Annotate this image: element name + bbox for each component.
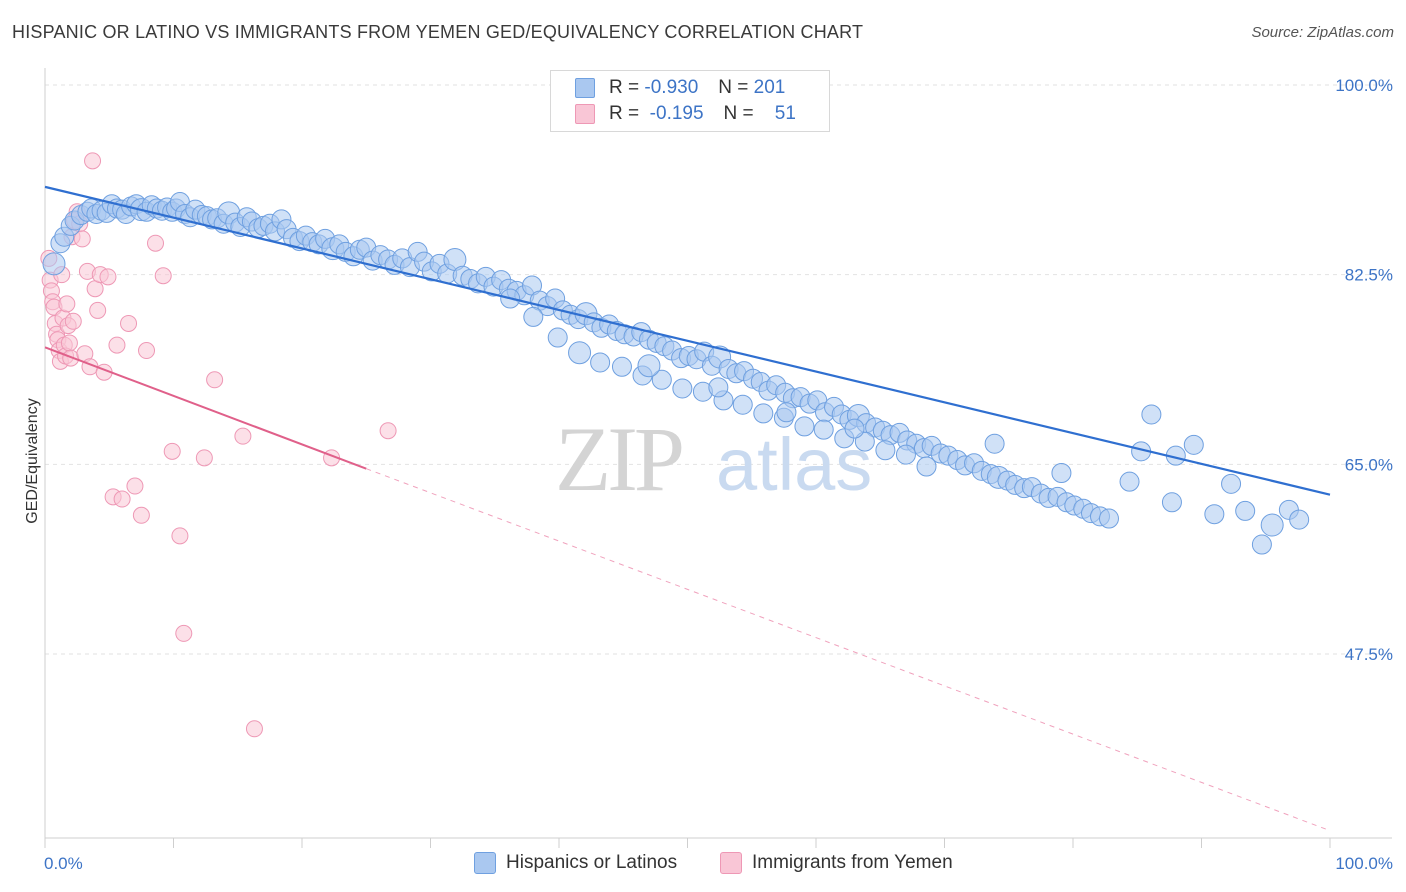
- data-point-yemen: [58, 295, 76, 313]
- data-point-hispanic: [1098, 508, 1119, 529]
- data-point-hispanic: [1260, 513, 1284, 537]
- data-point-yemen: [175, 624, 193, 642]
- data-point-hispanic: [1119, 471, 1140, 492]
- data-point-yemen: [245, 720, 263, 738]
- bottom-legend-hispanic[interactable]: Hispanics or Latinos: [474, 852, 677, 874]
- data-point-yemen: [60, 334, 78, 352]
- data-point-hispanic: [753, 403, 774, 424]
- y-axis-label: GED/Equivalency: [24, 398, 41, 523]
- data-point-hispanic: [875, 440, 896, 461]
- legend-row-yemen: R = -0.195 N = 51: [575, 102, 796, 126]
- data-point-hispanic: [1051, 463, 1072, 484]
- y-tick-label: 47.5%: [1345, 645, 1393, 664]
- gridlines: [45, 84, 1392, 655]
- bottom-legend-label-hispanic: Hispanics or Latinos: [506, 852, 678, 873]
- data-point-yemen: [113, 490, 131, 508]
- data-point-yemen: [195, 449, 213, 467]
- data-point-yemen: [171, 527, 189, 545]
- data-point-hispanic: [708, 377, 729, 398]
- data-point-hispanic: [1251, 534, 1272, 555]
- legend-swatch-hispanic: [575, 78, 595, 98]
- data-point-yemen: [138, 342, 156, 360]
- source-label: Source: ZipAtlas.com: [1251, 24, 1394, 41]
- legend-swatch-yemen: [575, 104, 595, 124]
- data-point-hispanic: [984, 433, 1005, 454]
- legend-r-label: R =: [609, 77, 640, 98]
- legend-n-label: N =: [718, 77, 749, 98]
- trend-line-hispanic: [44, 185, 1331, 496]
- x-tick-label: 100.0%: [1335, 854, 1393, 873]
- data-point-hispanic: [895, 444, 916, 465]
- data-point-yemen: [126, 477, 144, 495]
- legend-n-value: 51: [774, 103, 796, 124]
- data-point-hispanic: [637, 354, 661, 378]
- legend-row-hispanic: R = -0.930 N = 201: [575, 76, 785, 100]
- data-point-hispanic: [523, 306, 544, 327]
- data-point-yemen: [120, 314, 138, 332]
- data-point-hispanic: [916, 456, 937, 477]
- data-point-hispanic: [42, 252, 66, 276]
- bottom-legend-swatch-hispanic: [474, 852, 496, 874]
- data-point-yemen: [379, 422, 397, 440]
- data-point-yemen: [108, 336, 126, 354]
- legend-r-value: -0.195: [649, 103, 704, 124]
- data-point-yemen: [99, 268, 117, 286]
- legend-r-label: R =: [609, 103, 640, 124]
- trend-lines: [44, 185, 1331, 832]
- legend-r-value: -0.930: [644, 77, 699, 98]
- bottom-legend-label-yemen: Immigrants from Yemen: [752, 852, 953, 873]
- axes: [44, 68, 1392, 848]
- data-point-hispanic: [611, 356, 632, 377]
- legend-n-value: 201: [753, 77, 786, 98]
- data-point-hispanic: [1235, 500, 1256, 521]
- series-hispanic-points: [42, 192, 1310, 555]
- data-point-yemen: [132, 506, 150, 524]
- y-tick-label: 65.0%: [1345, 455, 1393, 474]
- data-point-yemen: [64, 312, 82, 330]
- data-point-hispanic: [794, 416, 815, 437]
- data-point-hispanic: [568, 341, 592, 365]
- x-tick-label: 0.0%: [44, 854, 83, 873]
- data-point-hispanic: [732, 394, 753, 415]
- y-tick-label: 82.5%: [1345, 266, 1393, 285]
- tick-labels: 47.5% 65.0% 82.5% 100.0% 0.0% 100.0%: [44, 76, 1393, 873]
- data-point-hispanic: [813, 419, 834, 440]
- data-point-yemen: [73, 230, 91, 248]
- watermark: ZIP atlas: [555, 408, 872, 510]
- chart-title: HISPANIC OR LATINO VS IMMIGRANTS FROM YE…: [12, 22, 864, 42]
- data-point-hispanic: [590, 352, 611, 373]
- data-point-hispanic: [776, 402, 797, 423]
- data-point-hispanic: [1289, 509, 1310, 530]
- data-point-hispanic: [1204, 504, 1225, 525]
- data-point-yemen: [147, 234, 165, 252]
- trend-line-yemen: [44, 346, 367, 470]
- data-point-yemen: [86, 280, 104, 298]
- data-point-yemen: [206, 371, 224, 389]
- data-point-yemen: [163, 442, 181, 460]
- data-point-hispanic: [1221, 473, 1242, 494]
- data-point-hispanic: [651, 369, 672, 390]
- data-point-yemen: [234, 427, 252, 445]
- bottom-legend: Hispanics or Latinos Immigrants from Yem…: [0, 852, 1406, 878]
- data-point-hispanic: [672, 378, 693, 399]
- data-point-hispanic: [1161, 492, 1182, 513]
- data-point-hispanic: [1141, 404, 1162, 425]
- data-point-hispanic: [844, 418, 865, 439]
- bottom-legend-yemen[interactable]: Immigrants from Yemen: [720, 852, 953, 874]
- data-point-hispanic: [1183, 434, 1204, 455]
- trend-line-yemen-extension: [366, 468, 1331, 832]
- watermark-zip: ZIP: [555, 408, 682, 510]
- data-point-yemen: [154, 267, 172, 285]
- data-point-hispanic: [547, 327, 568, 348]
- series-yemen-points: [40, 152, 397, 738]
- bottom-legend-swatch-yemen: [720, 852, 742, 874]
- legend-n-label: N =: [723, 103, 754, 124]
- data-point-yemen: [84, 152, 102, 170]
- y-tick-label: 100.0%: [1335, 76, 1393, 95]
- data-point-yemen: [89, 301, 107, 319]
- legend: R = -0.930 N = 201 R = -0.195 N = 51: [550, 70, 830, 132]
